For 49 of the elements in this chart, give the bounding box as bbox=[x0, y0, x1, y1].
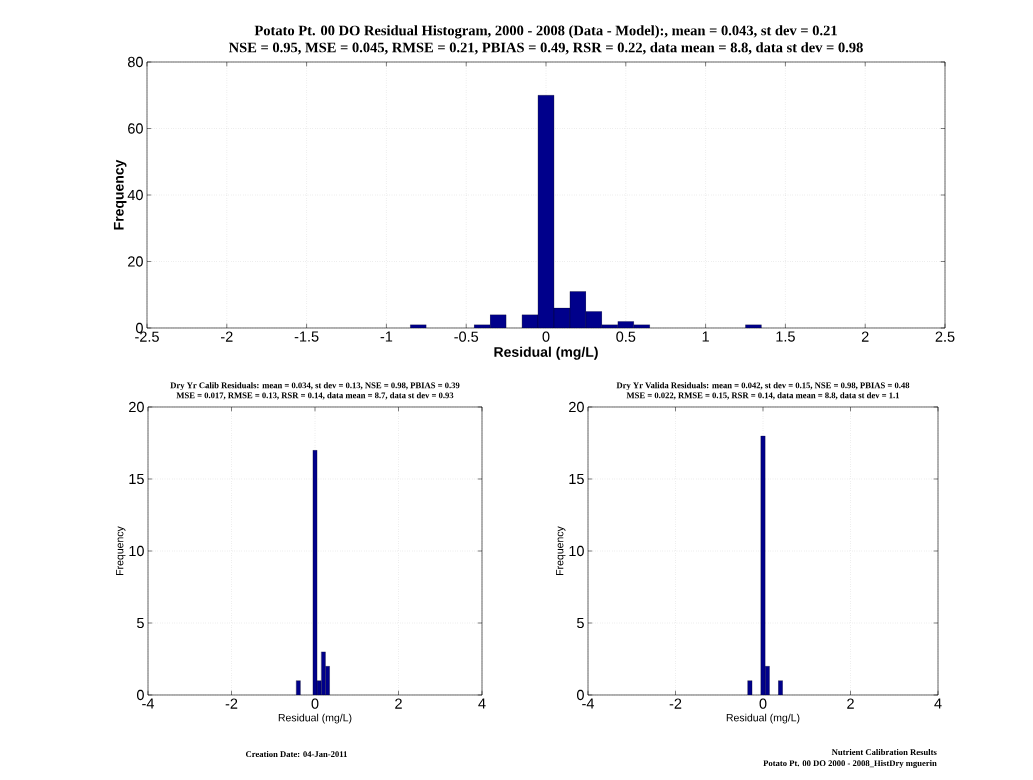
x-tick-label: -2 bbox=[221, 331, 233, 342]
x-tick-label: -0.5 bbox=[454, 331, 479, 342]
y-tick-label: 20 bbox=[128, 256, 143, 267]
chart-title: Potato Pt. 00 DO Residual Histogram, 2000 - 2008 (Data - Model):, mean = 0.043, st dev = 0.21 bbox=[254, 25, 837, 39]
x-tick-label: 1 bbox=[702, 331, 709, 342]
x-tick-label: 2 bbox=[861, 331, 869, 342]
x-tick-label: 0.5 bbox=[616, 331, 636, 342]
x-tick-label: -2 bbox=[669, 698, 682, 709]
text: Potato Pt. 00 DO 2000 - 2008_HistDry mguerin bbox=[763, 760, 937, 768]
x-tick-label: 0 bbox=[759, 698, 767, 709]
y-tick-label: 20 bbox=[569, 401, 584, 413]
y-tick-label: 5 bbox=[576, 617, 584, 629]
y-axis-title: Frequency bbox=[116, 526, 126, 575]
y-tick-label: 40 bbox=[127, 189, 143, 201]
x-axis-title: Residual (mg/L) bbox=[278, 713, 352, 724]
chart-subtitle: MSE = 0.017, RMSE = 0.13, RSR = 0.14, data mean = 8.7, data st dev = 0.93 bbox=[176, 392, 454, 400]
y-axis-title: Frequency bbox=[556, 526, 566, 575]
x-tick-label: -2 bbox=[225, 698, 238, 709]
x-tick-label: -4 bbox=[142, 698, 155, 709]
x-tick-label: 2 bbox=[395, 698, 402, 709]
y-tick-label: 15 bbox=[569, 473, 584, 485]
x-tick-label: 4 bbox=[934, 698, 942, 709]
x-tick-label: 2 bbox=[847, 698, 854, 709]
y-tick-label: 20 bbox=[129, 401, 144, 413]
x-tick-label: -4 bbox=[582, 698, 595, 709]
text: Nutrient Calibration Results bbox=[831, 748, 937, 756]
x-tick-label: -1 bbox=[380, 331, 393, 342]
y-tick-label: 10 bbox=[129, 545, 144, 557]
x-axis-title: Residual (mg/L) bbox=[494, 346, 598, 360]
x-tick-label: -1.5 bbox=[294, 331, 319, 342]
chart-title: Dry Yr Valida Residuals: mean = 0.042, st dev = 0.15, NSE = 0.98, PBIAS = 0.48 bbox=[616, 382, 910, 390]
y-tick-label: 10 bbox=[569, 545, 584, 557]
x-tick-label: 0 bbox=[311, 698, 319, 709]
x-tick-label: 4 bbox=[478, 698, 486, 709]
y-tick-label: 80 bbox=[127, 56, 143, 68]
text: Creation Date: 04-Jan-2011 bbox=[245, 750, 347, 758]
chart-title: Dry Yr Calib Residuals: mean = 0.034, st dev = 0.13, NSE = 0.98, PBIAS = 0.39 bbox=[170, 382, 460, 390]
y-tick-label: 5 bbox=[136, 617, 144, 629]
y-tick-label: 0 bbox=[576, 689, 584, 701]
chart-subtitle: NSE = 0.95, MSE = 0.045, RMSE = 0.21, PBIAS = 0.49, RSR = 0.22, data mean = 8.8, data st dev = 0.98 bbox=[228, 42, 863, 55]
x-tick-label: 2.5 bbox=[935, 331, 955, 342]
y-tick-label: 60 bbox=[128, 123, 143, 134]
x-axis-title: Residual (mg/L) bbox=[726, 713, 800, 724]
chart-subtitle: MSE = 0.022, RMSE = 0.15, RSR = 0.14, data mean = 8.8, data st dev = 1.1 bbox=[626, 392, 900, 400]
x-tick-label: 0 bbox=[542, 331, 550, 342]
y-tick-label: 15 bbox=[129, 473, 144, 485]
y-tick-label: 0 bbox=[136, 689, 144, 701]
x-tick-label: 1.5 bbox=[776, 331, 795, 342]
y-axis-title: Frequency bbox=[113, 159, 127, 230]
